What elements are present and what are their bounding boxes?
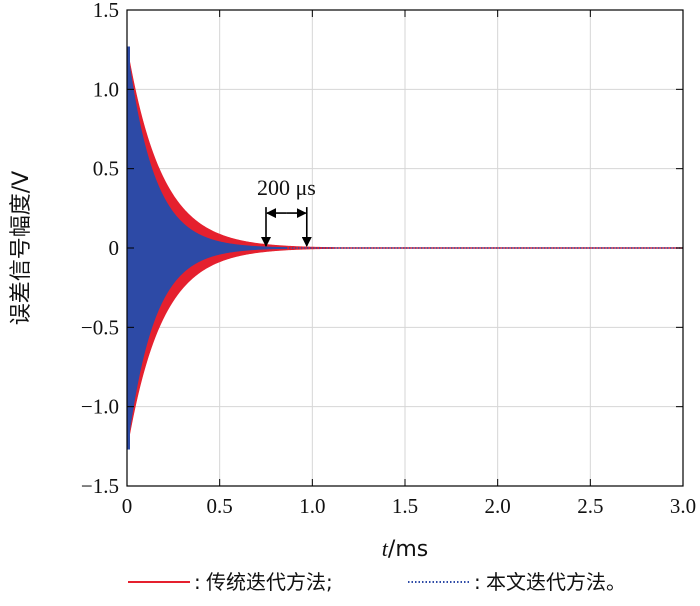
x-axis-label: t/ms [382, 536, 428, 560]
y-tick-label-2: 0.5 [93, 157, 119, 181]
y-tick-label-0: 1.5 [93, 0, 119, 22]
x-tick-label-4: 2.0 [485, 494, 511, 518]
y-tick-label-4: −0.5 [81, 315, 119, 339]
series-proposed-fill [126, 46, 288, 450]
y-tick-label-1: 1.0 [93, 77, 119, 101]
y-tick-label-5: −1.0 [81, 395, 119, 419]
legend-label-proposed: 本文迭代方法。 [486, 570, 626, 594]
chart: 200 μs 0 0.5 1.0 1.5 2.0 2.5 3.0 1.5 1.0 0.5 0 −0.5… [9, 0, 696, 560]
x-axis-variable: t [382, 536, 389, 560]
legend: : 传统迭代方法; : 本文迭代方法。 [128, 570, 626, 594]
y-tick-label-6: −1.5 [81, 474, 119, 498]
annotation-label: 200 μs [257, 175, 316, 200]
annotation: 200 μs [257, 175, 316, 247]
x-tick-label-0: 0 [122, 494, 133, 518]
x-tick-label-2: 1.0 [299, 494, 325, 518]
legend-prefix-proposed: : [474, 570, 481, 594]
tick-labels: 0 0.5 1.0 1.5 2.0 2.5 3.0 1.5 1.0 0.5 0 −0.5 −1.0 −1.… [81, 0, 696, 518]
x-tick-label-1: 0.5 [207, 494, 233, 518]
legend-prefix-traditional: : [194, 570, 201, 594]
x-tick-label-5: 2.5 [577, 494, 603, 518]
legend-label-traditional: 传统迭代方法; [206, 570, 333, 594]
y-tick-label-3: 0 [109, 236, 120, 260]
y-axis-label: 误差信号幅度/V [9, 171, 34, 325]
axes [126, 9, 684, 487]
x-tick-label-6: 3.0 [670, 494, 696, 518]
x-axis-unit: /ms [388, 537, 428, 560]
x-tick-label-3: 1.5 [392, 494, 418, 518]
